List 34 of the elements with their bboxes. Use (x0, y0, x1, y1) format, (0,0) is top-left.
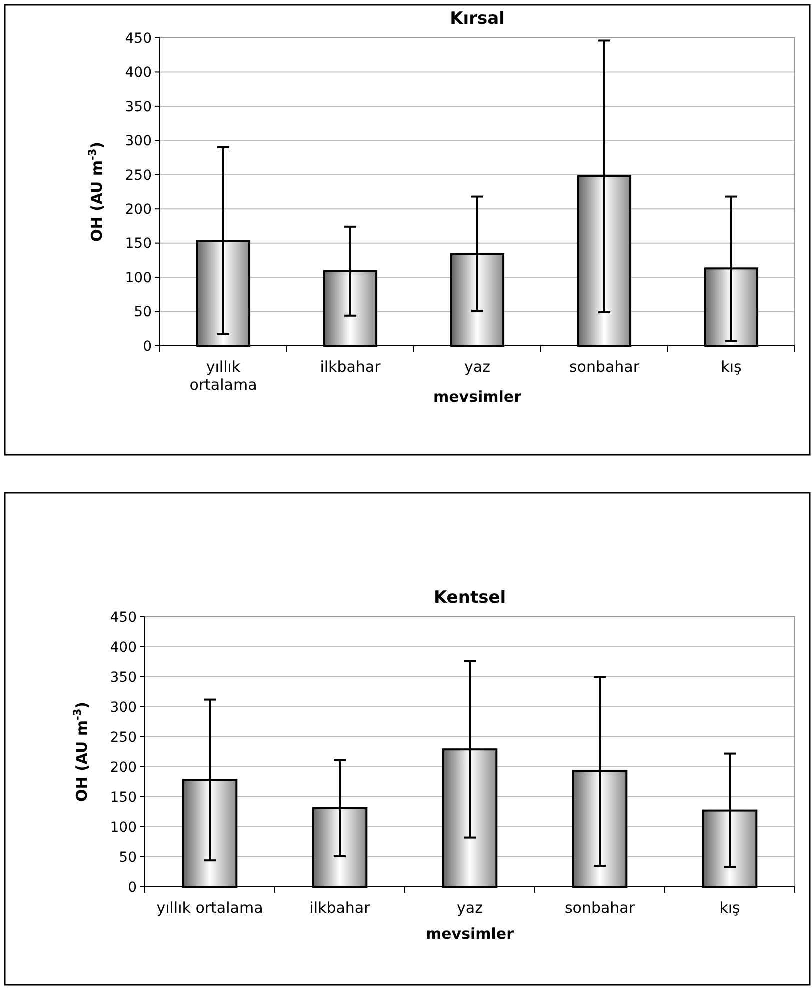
y-tick-label: 150 (110, 790, 137, 806)
y-tick-label: 100 (110, 820, 137, 836)
y-tick-label: 400 (125, 65, 152, 82)
y-tick-label: 250 (110, 730, 137, 746)
y-tick-label: 50 (119, 850, 137, 866)
x-axis-title: mevsimler (426, 925, 515, 943)
y-tick-label: 0 (128, 880, 137, 896)
y-tick-label: 300 (125, 134, 152, 150)
y-tick-label: 450 (125, 30, 152, 47)
y-tick-label: 250 (125, 168, 152, 184)
y-tick-label: 350 (125, 99, 152, 116)
x-tick-label: sonbahar (569, 358, 640, 376)
x-tick-label: yıllık ortalama (190, 358, 258, 394)
chart-title: Kırsal (450, 9, 505, 29)
x-tick-label: kış (721, 358, 742, 376)
y-tick-label: 350 (110, 670, 137, 686)
y-tick-label: 200 (125, 202, 152, 218)
y-tick-label: 50 (134, 304, 152, 321)
x-tick-label: kış (720, 899, 741, 917)
y-tick-label: 100 (125, 270, 152, 286)
y-tick-label: 450 (110, 610, 137, 626)
x-tick-label: yaz (464, 358, 491, 376)
x-tick-label: ilkbahar (320, 358, 382, 376)
y-tick-label: 150 (125, 236, 152, 252)
x-tick-label: yaz (457, 899, 484, 917)
y-tick-label: 0 (143, 338, 152, 355)
x-axis-title: mevsimler (434, 388, 522, 406)
chart-title: Kentsel (434, 588, 506, 608)
x-tick-label: ilkbahar (310, 899, 372, 917)
y-tick-label: 300 (110, 700, 137, 716)
x-tick-label: sonbahar (564, 899, 636, 917)
y-tick-label: 200 (110, 760, 137, 776)
y-tick-label: 400 (110, 640, 137, 656)
x-tick-label: yıllık ortalama (156, 899, 264, 917)
